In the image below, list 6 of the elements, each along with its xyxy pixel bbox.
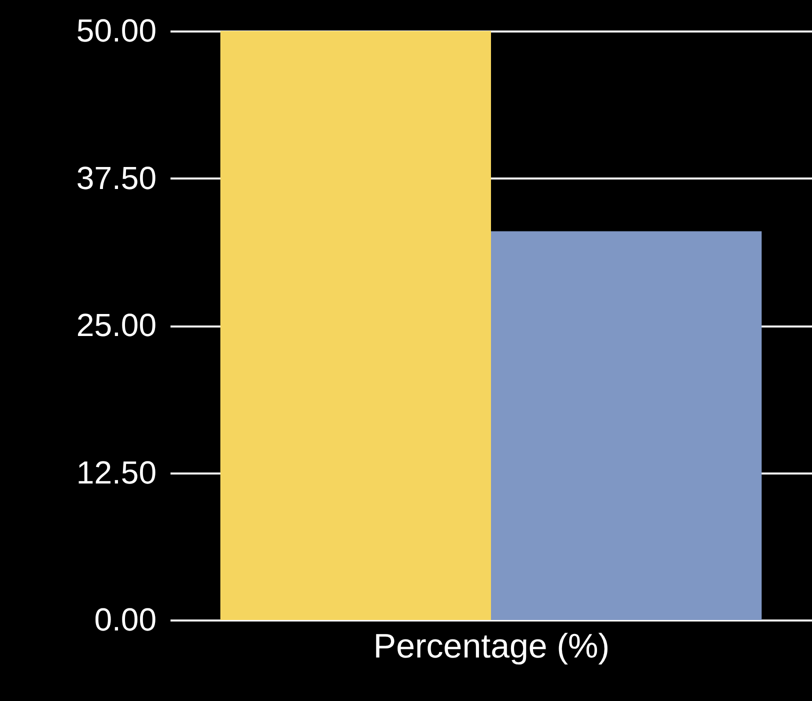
y-tick-label: 0.00 [94, 602, 156, 638]
x-axis-title: Percentage (%) [373, 628, 610, 666]
y-tick-label: 12.50 [76, 454, 156, 490]
y-tick-label: 50.00 [76, 12, 156, 48]
y-tick-label: 37.50 [76, 160, 156, 196]
y-tick-label: 25.00 [76, 307, 156, 343]
